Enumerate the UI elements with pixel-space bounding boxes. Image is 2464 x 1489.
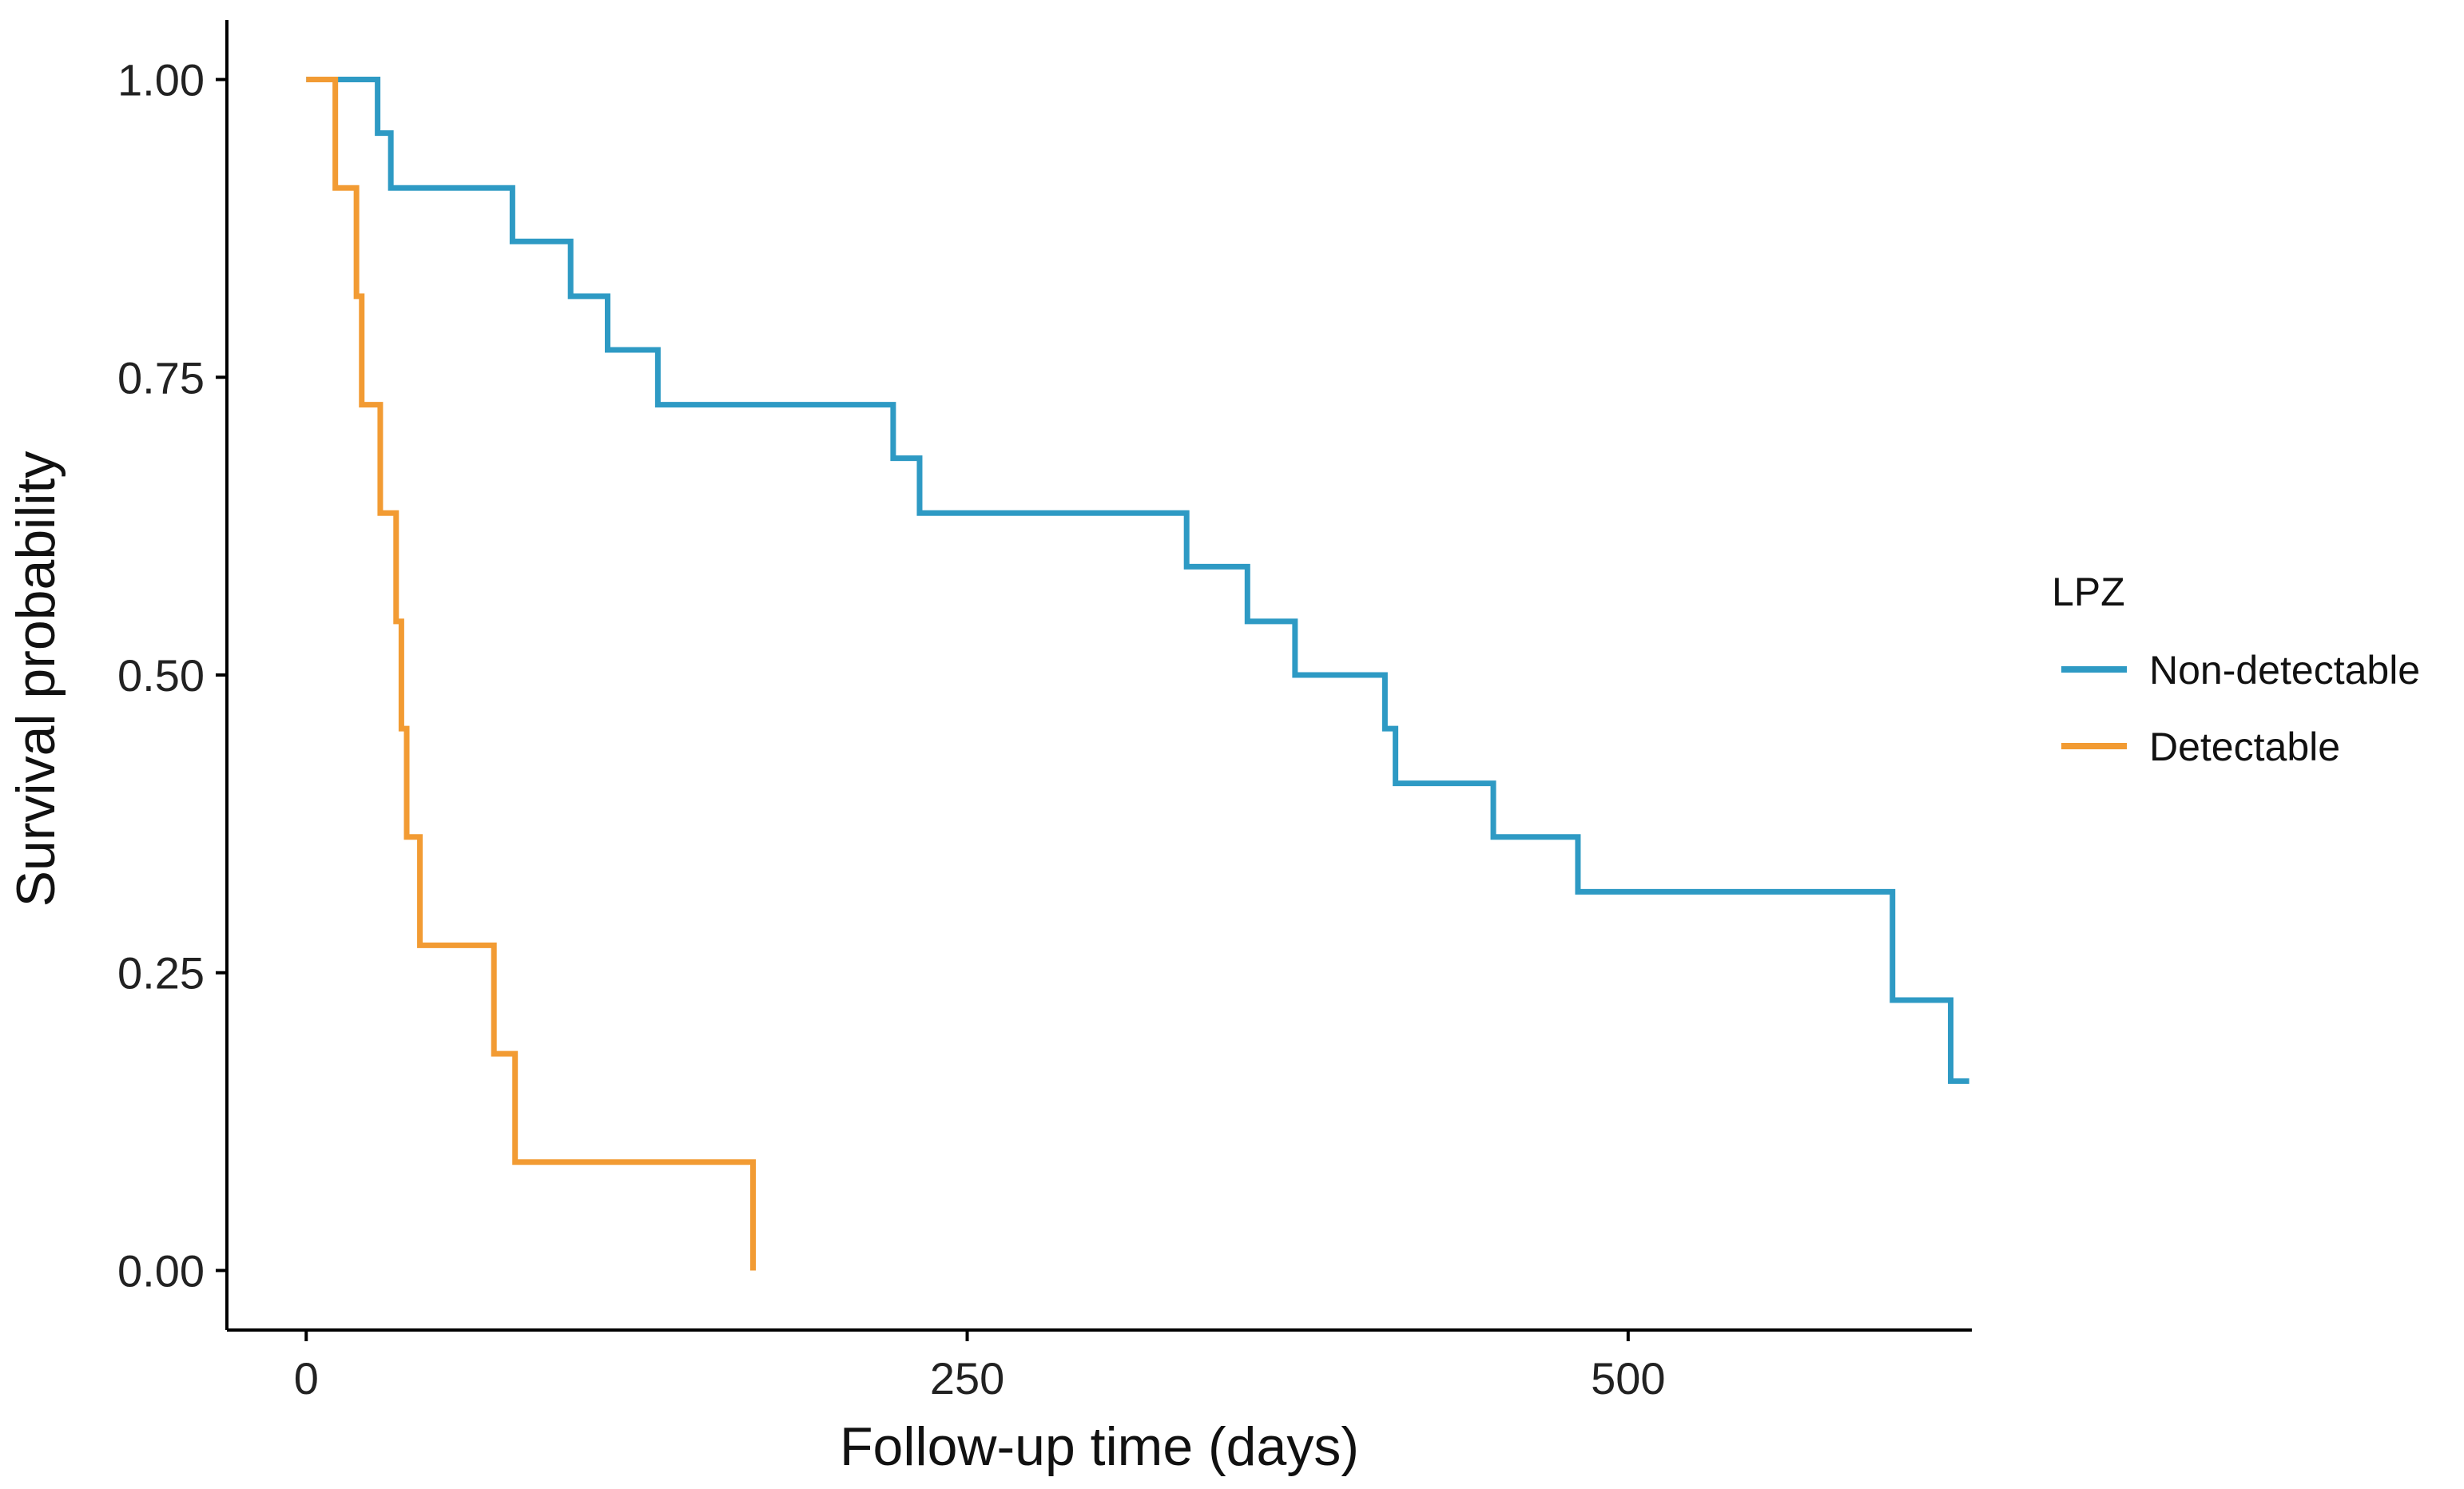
legend: LPZ Non-detectable Detectable bbox=[2052, 570, 2420, 769]
y-tick-label: 0.00 bbox=[117, 1245, 205, 1296]
plot-area: 0.00 0.25 0.50 0.75 1.00 0 250 500 bbox=[117, 20, 1972, 1404]
y-axis-ticks: 0.00 0.25 0.50 0.75 1.00 bbox=[117, 55, 227, 1296]
series-line-non-detectable bbox=[306, 77, 1969, 1084]
x-axis-title: Follow-up time (days) bbox=[840, 1416, 1359, 1477]
y-tick-label: 1.00 bbox=[117, 55, 205, 105]
y-tick-label: 0.25 bbox=[117, 948, 205, 999]
legend-title: LPZ bbox=[2052, 570, 2125, 614]
y-tick-label: 0.50 bbox=[117, 650, 205, 701]
legend-label-detectable: Detectable bbox=[2149, 725, 2340, 769]
series-layer bbox=[306, 77, 1969, 1271]
legend-label-non-detectable: Non-detectable bbox=[2149, 648, 2420, 693]
x-axis-ticks: 0 250 500 bbox=[294, 1330, 1666, 1404]
y-axis-title: Survival probability bbox=[6, 451, 66, 907]
x-tick-label: 500 bbox=[1591, 1353, 1665, 1404]
x-tick-label: 0 bbox=[294, 1353, 319, 1404]
y-tick-label: 0.75 bbox=[117, 352, 205, 403]
x-tick-label: 250 bbox=[930, 1353, 1004, 1404]
series-line-detectable bbox=[306, 77, 757, 1271]
